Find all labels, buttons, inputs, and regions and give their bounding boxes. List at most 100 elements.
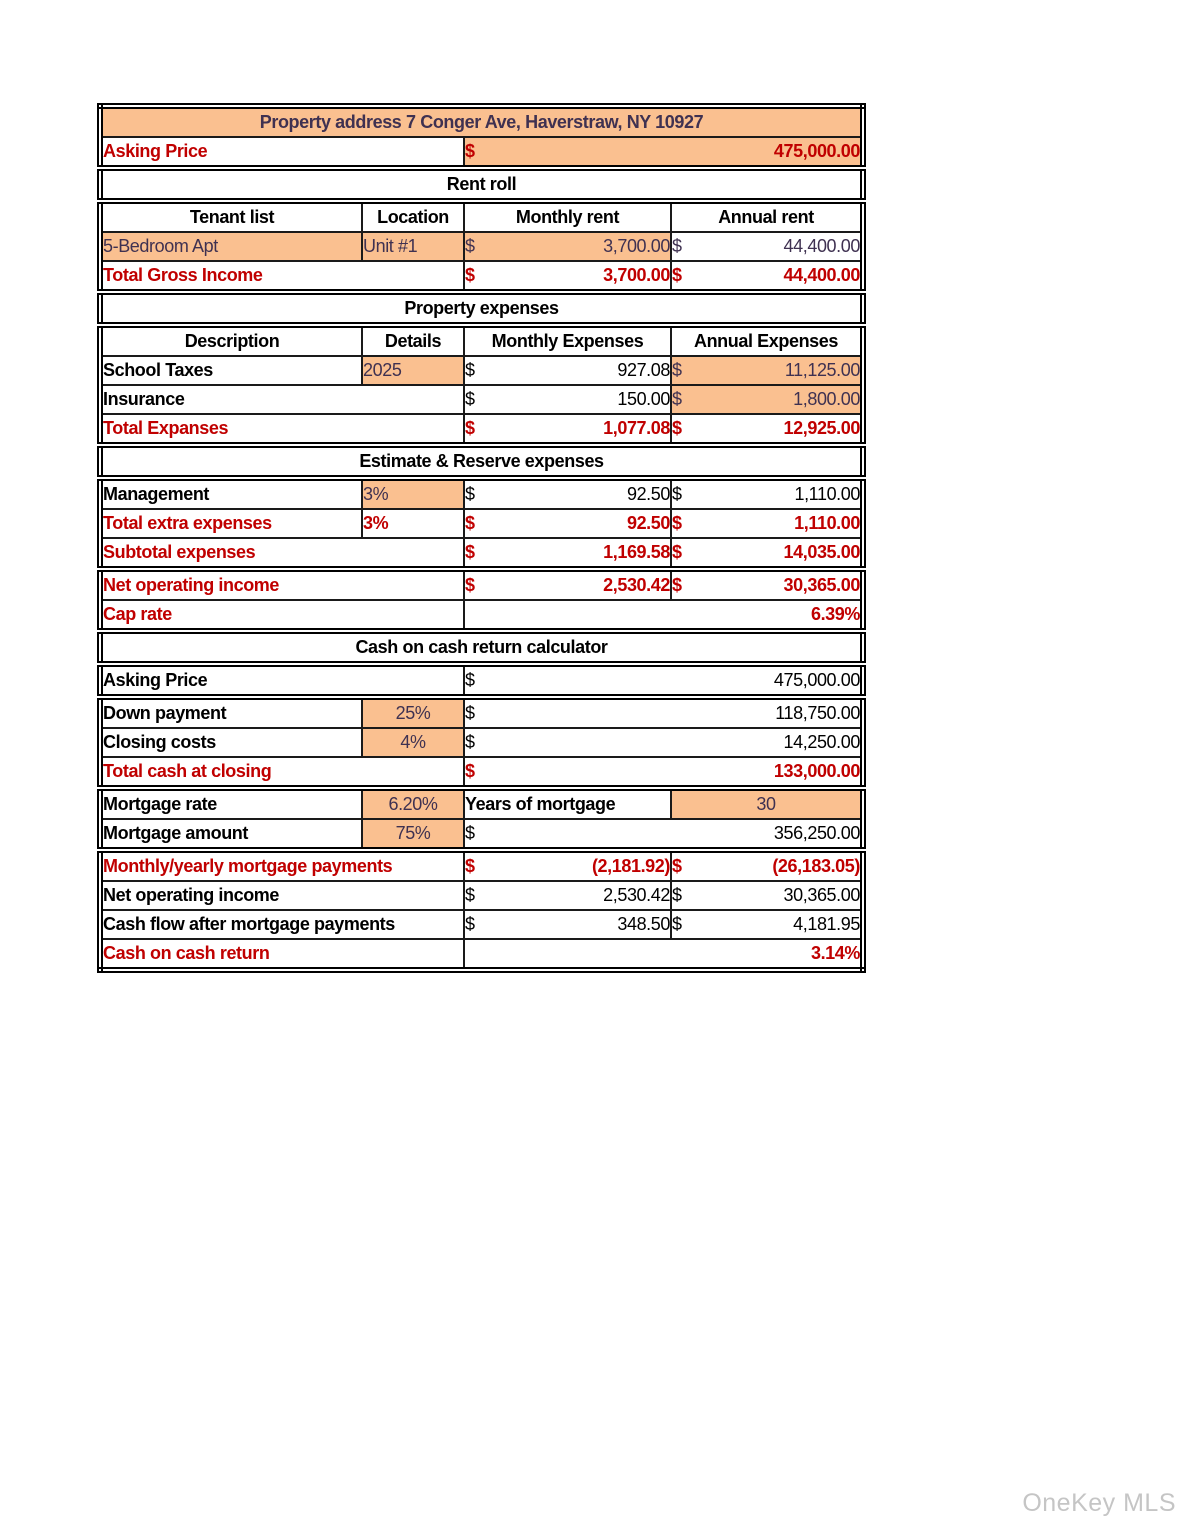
cash-flow-annual: $ 4,181.95 (670, 909, 864, 940)
header-monthly-expenses: Monthly Expenses (463, 322, 672, 357)
noi-monthly-amount: 2,530.42 (603, 575, 670, 595)
currency-symbol: $ (672, 513, 682, 533)
management-monthly: $ 92.50 (463, 475, 672, 510)
calc-noi-annual: $ 30,365.00 (670, 880, 864, 911)
school-taxes-annual: $ 11,125.00 (670, 355, 864, 386)
total-gross-income-label: Total Gross Income (99, 260, 465, 293)
row-mortgage-payments: Monthly/yearly mortgage payments $ (2,18… (99, 847, 864, 882)
coc-return-label: Cash on cash return (99, 938, 465, 971)
currency-symbol: $ (465, 885, 475, 905)
asking-price-value: $ 475,000.00 (463, 136, 864, 169)
currency-symbol: $ (465, 542, 475, 562)
header-monthly-rent: Monthly rent (463, 198, 672, 233)
insurance-monthly-amount: 150.00 (617, 389, 670, 409)
down-payment-value: $ 118,750.00 (463, 694, 864, 729)
mortgage-amount-label: Mortgage amount (99, 818, 363, 851)
cash-flow-monthly: $ 348.50 (463, 909, 672, 940)
header-location: Location (361, 198, 465, 233)
calc-asking-price-label: Asking Price (99, 661, 465, 698)
coc-return-value: 3.14% (463, 938, 864, 971)
row-insurance: Insurance $ 150.00 $ 1,800.00 (99, 384, 864, 415)
row-down-payment: Down payment 25% $ 118,750.00 (99, 694, 864, 729)
property-expenses-title: Property expenses (99, 289, 864, 326)
currency-symbol: $ (465, 141, 475, 161)
subtotal-annual-amount: 14,035.00 (783, 542, 861, 562)
school-taxes-annual-amount: 11,125.00 (784, 360, 861, 380)
currency-symbol: $ (672, 236, 682, 256)
subtotal-label: Subtotal expenses (99, 537, 465, 570)
years-of-mortgage-value: 30 (670, 785, 864, 820)
row-total-cash-at-closing: Total cash at closing $ 133,000.00 (99, 756, 864, 789)
investment-analysis-table: Property address 7 Conger Ave, Haverstra… (97, 103, 866, 973)
total-extra-annual-amount: 1,110.00 (794, 513, 860, 533)
row-total-gross-income: Total Gross Income $ 3,700.00 $ 44,400.0… (99, 260, 864, 293)
currency-symbol: $ (672, 265, 682, 285)
mortgage-amount-value: $ 356,250.00 (463, 818, 864, 851)
total-cash-amount: 133,000.00 (773, 761, 860, 781)
cap-rate-value: 6.39% (463, 599, 864, 632)
total-extra-monthly: $ 92.50 (463, 508, 672, 539)
closing-costs-label: Closing costs (99, 727, 363, 758)
total-cash-label: Total cash at closing (99, 756, 465, 789)
asking-price-amount: 475,000.00 (773, 141, 860, 161)
calc-noi-annual-amount: 30,365.00 (783, 885, 861, 905)
unit-tenant: 5-Bedroom Apt (99, 231, 363, 262)
calc-noi-monthly-amount: 2,530.42 (603, 885, 670, 905)
school-taxes-monthly: $ 927.08 (463, 355, 672, 386)
currency-symbol: $ (672, 360, 682, 380)
asking-price-label: Asking Price (99, 136, 465, 169)
unit-monthly-rent: $ 3,700.00 (463, 231, 672, 262)
subtotal-annual: $ 14,035.00 (670, 537, 864, 570)
row-reserve-title: Estimate & Reserve expenses (99, 442, 864, 479)
currency-symbol: $ (465, 761, 475, 781)
cap-rate-label: Cap rate (99, 599, 465, 632)
total-extra-monthly-amount: 92.50 (626, 513, 670, 533)
mortgage-payments-label: Monthly/yearly mortgage payments (99, 847, 465, 882)
row-cash-flow: Cash flow after mortgage payments $ 348.… (99, 909, 864, 940)
reserve-title: Estimate & Reserve expenses (99, 442, 864, 479)
total-cash-value: $ 133,000.00 (463, 756, 864, 789)
total-expanses-annual: $ 12,925.00 (670, 413, 864, 446)
noi-label: Net operating income (99, 566, 465, 601)
currency-symbol: $ (465, 703, 475, 723)
mortgage-amount-amount: 356,250.00 (773, 823, 860, 843)
row-cash-on-cash-return: Cash on cash return 3.14% (99, 938, 864, 971)
row-calc-title: Cash on cash return calculator (99, 628, 864, 665)
currency-symbol: $ (672, 418, 682, 438)
closing-costs-value: $ 14,250.00 (463, 727, 864, 758)
currency-symbol: $ (465, 732, 475, 752)
unit-monthly-amount: 3,700.00 (603, 236, 670, 256)
calc-title: Cash on cash return calculator (99, 628, 864, 665)
row-mortgage-amount: Mortgage amount 75% $ 356,250.00 (99, 818, 864, 851)
row-total-expanses: Total Expanses $ 1,077.08 $ 12,925.00 (99, 413, 864, 446)
currency-symbol: $ (672, 856, 682, 876)
mortgage-amount-pct: 75% (361, 818, 465, 851)
down-payment-label: Down payment (99, 694, 363, 729)
header-annual-expenses: Annual Expenses (670, 322, 864, 357)
school-taxes-monthly-amount: 927.08 (617, 360, 670, 380)
subtotal-monthly-amount: 1,169.58 (603, 542, 670, 562)
row-total-extra-expenses: Total extra expenses 3% $ 92.50 $ 1,110.… (99, 508, 864, 539)
currency-symbol: $ (465, 265, 475, 285)
unit-annual-rent: $ 44,400.00 (670, 231, 864, 262)
row-mortgage-rate: Mortgage rate 6.20% Years of mortgage 30 (99, 785, 864, 820)
management-annual: $ 1,110.00 (670, 475, 864, 510)
currency-symbol: $ (672, 885, 682, 905)
rent-roll-title: Rent roll (99, 165, 864, 202)
management-monthly-amount: 92.50 (626, 484, 670, 504)
onekey-mls-watermark: OneKey MLS (1022, 1489, 1176, 1517)
noi-annual: $ 30,365.00 (670, 566, 864, 601)
row-unit-1: 5-Bedroom Apt Unit #1 $ 3,700.00 $ 44,40… (99, 231, 864, 262)
down-payment-pct: 25% (361, 694, 465, 729)
total-extra-label: Total extra expenses (99, 508, 363, 539)
currency-symbol: $ (465, 389, 475, 409)
row-expenses-headers: Description Details Monthly Expenses Ann… (99, 322, 864, 357)
mortgage-payments-monthly-amount: (2,181.92) (591, 856, 670, 876)
row-property-address: Property address 7 Conger Ave, Haverstra… (99, 105, 864, 138)
calc-noi-label: Net operating income (99, 880, 465, 911)
noi-annual-amount: 30,365.00 (783, 575, 861, 595)
header-tenant-list: Tenant list (99, 198, 363, 233)
insurance-monthly: $ 150.00 (463, 384, 672, 415)
currency-symbol: $ (465, 236, 475, 256)
property-address-header: Property address 7 Conger Ave, Haverstra… (99, 105, 864, 138)
